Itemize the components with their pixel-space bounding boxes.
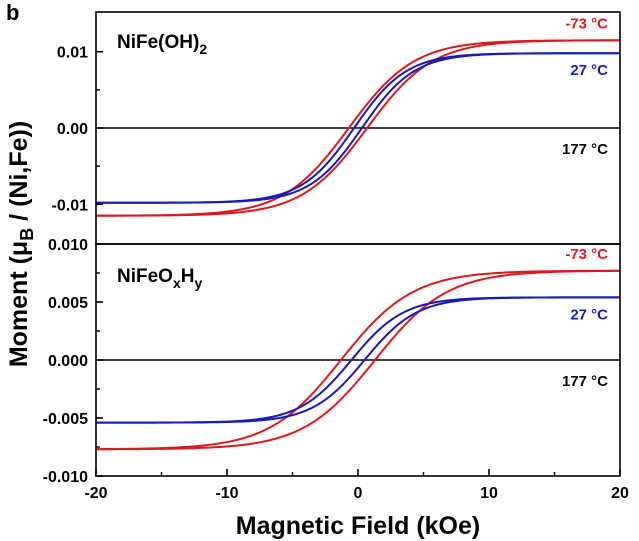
x-axis-ticks: -20 -10 0 10 20 [84, 469, 629, 502]
x-axis-title: Magnetic Field (kOe) [236, 512, 480, 540]
x-tick-label: 20 [611, 485, 629, 502]
bottom-y-tick-label: -0.005 [43, 411, 88, 428]
top-blue-curve-down [96, 52, 620, 204]
bottom-y-tick-label: 0.010 [48, 237, 88, 254]
top-y-ticks: 0.01 0.00 -0.01 [52, 45, 103, 214]
y-axis-title: Moment (μB / (Ni,Fe)) [5, 121, 37, 367]
bottom-plot-area [96, 269, 620, 451]
bottom-panel-title: NiFeOxHy [117, 266, 202, 291]
bottom-y-tick-label: 0.005 [48, 295, 88, 312]
panel-letter: b [6, 0, 19, 25]
top-series-label-blue: 27 °C [570, 62, 608, 79]
bottom-series-labels: -73 °C 27 °C 177 °C [562, 246, 608, 390]
bottom-series-label-blue: 27 °C [570, 306, 608, 323]
top-plot-area [96, 39, 620, 217]
bottom-panel: 0.010 0.005 0.000 -0.005 -0.010 NiFeOxHy -73… [43, 237, 621, 486]
top-y-tick-label: 0.00 [57, 121, 88, 138]
bottom-y-tick-label: -0.010 [43, 469, 88, 486]
top-y-tick-label: -0.01 [52, 197, 89, 214]
top-y-tick-label: 0.01 [57, 45, 88, 62]
top-series-label-red: -73 °C [565, 15, 608, 32]
bottom-y-ticks: 0.010 0.005 0.000 -0.005 -0.010 [43, 237, 103, 486]
bottom-series-label-red: -73 °C [565, 246, 608, 263]
x-tick-label: 0 [354, 485, 363, 502]
x-tick-label: 10 [480, 485, 498, 502]
x-tick-label: -10 [215, 485, 238, 502]
top-panel-title: NiFe(OH)2 [117, 32, 207, 57]
bottom-red-curve-up [96, 269, 620, 451]
bottom-series-label-black: 177 °C [562, 373, 608, 390]
top-panel: 0.01 0.00 -0.01 NiFe(OH)2 -73 °C 27 °C 177 °… [52, 11, 621, 245]
bottom-blue-curve-down [96, 296, 620, 424]
top-series-label-black: 177 °C [562, 141, 608, 158]
top-red-curve-down [96, 39, 620, 217]
bottom-red-curve-down [96, 269, 620, 451]
x-tick-label: -20 [84, 485, 107, 502]
bottom-y-tick-label: 0.000 [48, 353, 88, 370]
top-series-labels: -73 °C 27 °C 177 °C [562, 15, 608, 158]
